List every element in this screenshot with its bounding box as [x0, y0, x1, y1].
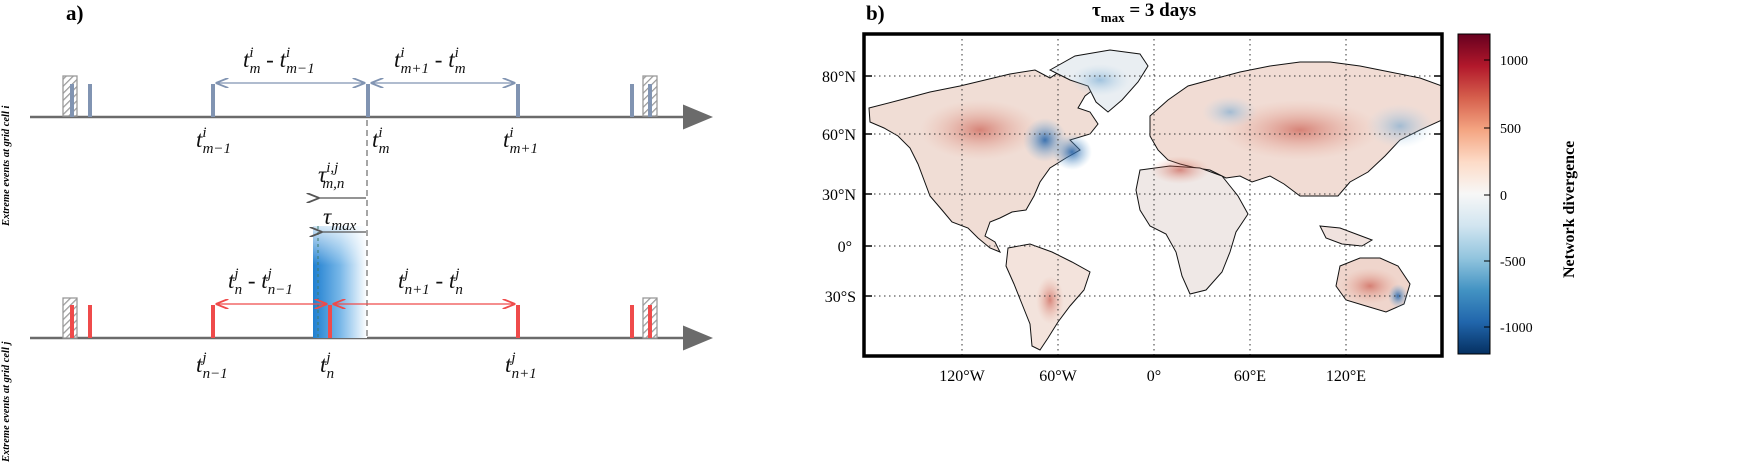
axis-label-grid-cell-j: Extreme events at grid cell j [1, 341, 12, 463]
map-title-sub: max [1101, 10, 1125, 25]
event-marker [88, 84, 92, 117]
axis-label-grid-cell-i: Extreme events at grid cell i [1, 105, 12, 227]
colorbar-tick-label: 1000 [1500, 54, 1528, 69]
colorbar-tick-label: 500 [1500, 122, 1521, 137]
top-event-label-m+1: ti m+1 [503, 125, 538, 157]
divergence-weak-negative-region [1366, 104, 1434, 148]
colorbar [1457, 33, 1491, 355]
divergence-weak-negative-region [1202, 96, 1258, 128]
event-marker [648, 305, 652, 338]
landmass-indonesia [1319, 225, 1374, 247]
top-events [62, 75, 658, 117]
tau-mn-label: τi,j m,n [318, 160, 344, 192]
lon-tick-label: 120°W [939, 368, 985, 385]
colorbar-label: Network divergence [1561, 141, 1578, 278]
graticule [864, 34, 1442, 356]
map-title-tau: τ [1092, 0, 1101, 21]
panel-b: b) τmax = 3 days [822, 0, 1578, 385]
bottom-event-label-n-1: tj n−1 [196, 350, 228, 382]
event-marker [70, 305, 74, 338]
lat-tick-label: 30°S [825, 289, 856, 306]
colorbar-ticks: 1000 500 0 -500 -1000 [1500, 54, 1533, 336]
tau-max-label: τmax [323, 204, 357, 234]
landmass-africa [1135, 165, 1249, 295]
lat-tick-label: 30°N [822, 187, 856, 204]
top-interval-right-label: ti m+1 - ti m [394, 45, 466, 77]
bottom-interval-right-label: tj n+1 - tj n [398, 266, 463, 298]
divergence-weak-negative-region [1070, 64, 1130, 96]
panel-a: a) Extreme events at grid cell i Extreme… [1, 1, 713, 463]
event-marker [648, 84, 652, 117]
tau-max-window-fade [313, 226, 367, 338]
event-marker [630, 84, 634, 117]
colorbar-tick-label: -1000 [1500, 321, 1533, 336]
map-frame [862, 32, 1444, 358]
lat-tick-label: 60°N [822, 127, 856, 144]
event-marker [328, 305, 332, 338]
colorbar-tick-label: -500 [1500, 255, 1526, 270]
top-interval-left-label: ti m - ti m−1 [243, 45, 315, 77]
map-title-suffix: = 3 days [1125, 0, 1197, 21]
latitude-tick-marks [864, 75, 1442, 297]
lat-tick-label: 0° [838, 239, 852, 256]
event-marker [211, 305, 215, 338]
bottom-event-label-n: tj n [320, 350, 334, 382]
world-map [864, 34, 1442, 356]
divergence-positive-region [1340, 268, 1400, 304]
lon-tick-label: 60°W [1039, 368, 1077, 385]
divergence-positive-region [1220, 100, 1380, 160]
latitude-ticks: 80°N 60°N 30°N 0° 30°S [822, 69, 856, 306]
longitude-ticks: 120°W 60°W 0° 60°E 120°E [939, 368, 1366, 385]
top-event-label-m-1: ti m−1 [196, 125, 231, 157]
event-marker [366, 84, 370, 117]
event-marker [630, 305, 634, 338]
lon-tick-label: 0° [1147, 368, 1161, 385]
divergence-negative-region [1052, 134, 1092, 170]
divergence-positive-region [1150, 156, 1210, 184]
event-marker [516, 84, 520, 117]
divergence-negative-region [1388, 284, 1408, 308]
colorbar-tick-marks [1484, 59, 1490, 328]
event-marker [516, 305, 520, 338]
top-event-label-m: ti m [372, 125, 390, 157]
map-title: τmax = 3 days [1092, 0, 1196, 25]
lat-tick-label: 80°N [822, 69, 856, 86]
bottom-event-label-n+1: tj n+1 [505, 350, 537, 382]
bottom-interval-left-label: tj n - tj n−1 [228, 266, 293, 298]
event-marker [211, 84, 215, 117]
event-marker [88, 305, 92, 338]
bottom-events [62, 297, 658, 339]
lon-tick-label: 60°E [1234, 368, 1266, 385]
divergence-positive-region [1036, 276, 1064, 324]
panel-b-label: b) [866, 1, 885, 25]
event-marker [70, 84, 74, 117]
lon-tick-label: 120°E [1326, 368, 1366, 385]
divergence-positive-region [920, 100, 1040, 160]
colorbar-tick-label: 0 [1500, 189, 1507, 204]
panel-a-label: a) [66, 1, 84, 25]
